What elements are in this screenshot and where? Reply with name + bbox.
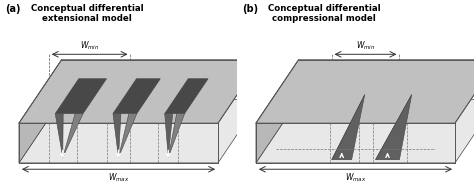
Polygon shape [375, 94, 412, 160]
Polygon shape [19, 60, 261, 123]
Polygon shape [256, 60, 299, 163]
Text: Conceptual differential
compressional model: Conceptual differential compressional mo… [268, 4, 381, 23]
Text: (b): (b) [242, 4, 258, 14]
Polygon shape [19, 100, 261, 163]
Polygon shape [375, 94, 412, 160]
Polygon shape [55, 79, 107, 114]
Text: Conceptual differential
extensional model: Conceptual differential extensional mode… [31, 4, 144, 23]
Polygon shape [168, 114, 184, 157]
Polygon shape [256, 60, 474, 123]
Polygon shape [113, 79, 160, 114]
Text: $W_{max}$: $W_{max}$ [108, 172, 129, 181]
Polygon shape [165, 79, 208, 114]
Polygon shape [118, 114, 137, 157]
Text: (a): (a) [5, 4, 20, 14]
Polygon shape [113, 114, 121, 157]
Polygon shape [55, 114, 63, 157]
Text: $W_{max}$: $W_{max}$ [345, 172, 366, 181]
Polygon shape [63, 114, 83, 157]
Text: $W_{min}$: $W_{min}$ [356, 39, 375, 52]
Polygon shape [165, 114, 173, 157]
Polygon shape [332, 94, 365, 160]
Polygon shape [256, 100, 474, 163]
Polygon shape [19, 60, 62, 163]
Text: $W_{min}$: $W_{min}$ [80, 39, 99, 52]
Polygon shape [332, 94, 365, 160]
